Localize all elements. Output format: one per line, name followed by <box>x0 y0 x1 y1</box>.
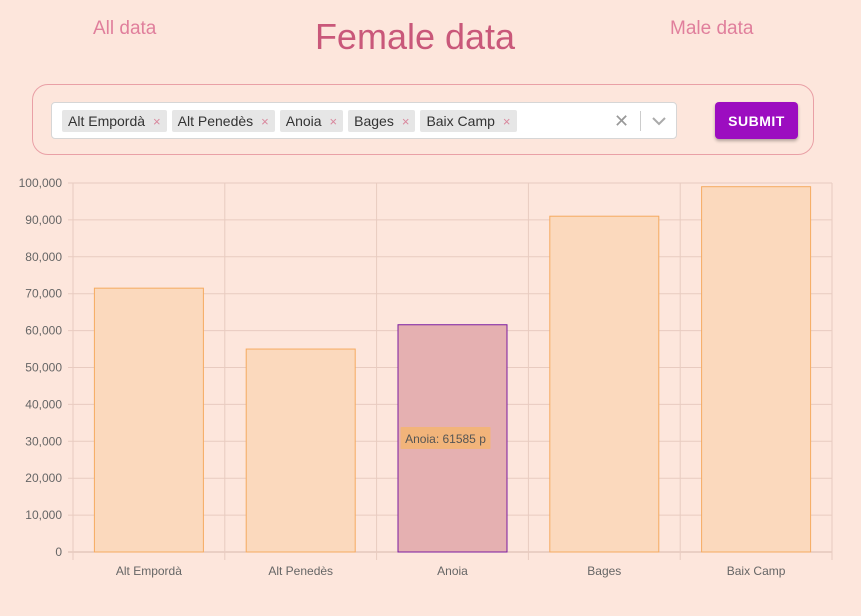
x-tick-label: Anoia <box>437 564 468 578</box>
bar[interactable] <box>93 287 204 553</box>
page-title: Female data <box>314 16 516 57</box>
nav-all-data-link[interactable]: All data <box>93 18 157 39</box>
y-tick-label: 40,000 <box>25 397 62 411</box>
chip-alt-penedes: Alt Penedès × <box>171 110 275 132</box>
remove-icon[interactable]: × <box>261 113 269 129</box>
filter-panel: Alt Empordà × Alt Penedès × Anoia × Bage… <box>32 84 814 155</box>
tooltip-text: Anoia: 61585 p <box>405 432 486 446</box>
x-tick-label: Alt Penedès <box>268 564 333 578</box>
y-tick-label: 50,000 <box>25 361 62 375</box>
x-tick-label: Bages <box>587 564 621 578</box>
y-tick-label: 80,000 <box>25 250 62 264</box>
bar[interactable] <box>701 186 812 553</box>
y-tick-label: 60,000 <box>25 324 62 338</box>
chip-anoia: Anoia × <box>279 110 344 132</box>
tooltip-box <box>400 427 491 449</box>
chip-baix-camp: Baix Camp × <box>420 110 517 132</box>
chip-label: Baix Camp <box>426 113 495 129</box>
chip-label: Anoia <box>285 113 322 129</box>
y-tick-label: 10,000 <box>25 508 62 522</box>
chip-label: Alt Penedès <box>177 113 254 129</box>
chip-label: Alt Empordà <box>68 113 146 129</box>
chevron-down-icon[interactable] <box>650 112 668 130</box>
remove-icon[interactable]: × <box>329 113 338 129</box>
y-tick-label: 100,000 <box>19 176 63 190</box>
chip-alt-emporda: Alt Empordà × <box>62 110 167 132</box>
selected-chips: Alt Empordà × Alt Penedès × Anoia × Bage… <box>62 110 517 132</box>
nav-male-data-link[interactable]: Male data <box>670 18 754 39</box>
y-tick-label: 90,000 <box>25 213 62 227</box>
chip-label: Bages <box>354 113 394 129</box>
district-multiselect[interactable]: Alt Empordà × Alt Penedès × Anoia × Bage… <box>51 102 677 139</box>
remove-icon[interactable]: × <box>401 113 410 129</box>
remove-icon[interactable]: × <box>153 113 161 129</box>
y-tick-label: 30,000 <box>25 434 62 448</box>
bar-chart: 0 10,000 20,000 30,000 40,000 50,000 60,000 70,… <box>19 176 833 578</box>
chip-bages: Bages × <box>348 110 416 132</box>
indicator-separator <box>640 111 641 131</box>
x-tick-label: Alt Empordà <box>116 564 182 578</box>
bar[interactable] <box>549 215 660 553</box>
x-tick-label: Baix Camp <box>727 564 786 578</box>
y-tick-label: 20,000 <box>25 471 62 485</box>
submit-button[interactable]: SUBMIT <box>715 102 798 139</box>
y-tick-label: 0 <box>55 545 62 559</box>
bar[interactable] <box>245 348 356 553</box>
y-tick-label: 70,000 <box>25 287 62 301</box>
remove-icon[interactable]: × <box>502 113 511 129</box>
clear-all-icon[interactable]: ✕ <box>614 111 630 131</box>
